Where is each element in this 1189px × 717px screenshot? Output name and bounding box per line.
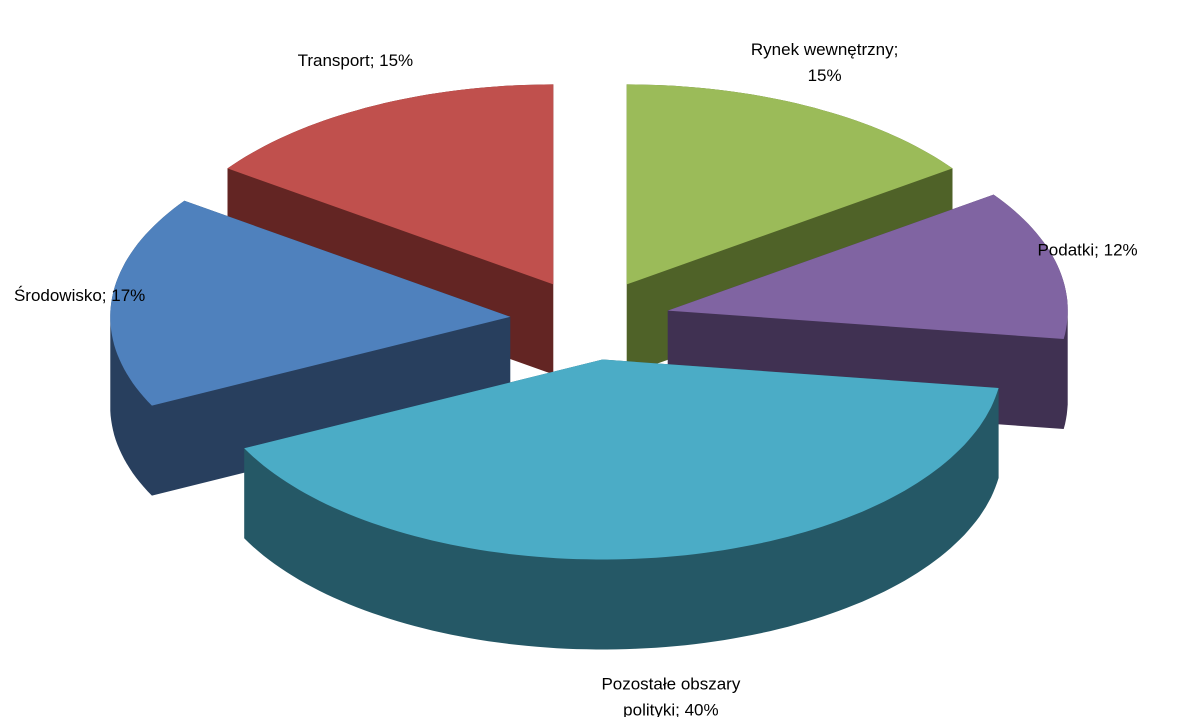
data-label-line: Rynek wewnętrzny; [751,41,898,60]
data-label: Rynek wewnętrzny; 15% [751,41,898,86]
data-label-line: Podatki; 12% [1037,241,1137,260]
data-label-line: Środowisko; 17% [14,287,145,306]
slice [244,359,999,560]
data-label-line: polityki; 40% [623,701,718,717]
data-label: Środowisko; 17% [14,287,145,306]
data-label-line: 15% [808,67,842,86]
slice [626,84,953,285]
data-label: Pozostałe obszary polityki; 40% [601,675,740,717]
slice [227,84,554,285]
slice [667,194,1068,339]
data-label: Podatki; 12% [1037,241,1137,260]
data-label-line: Pozostałe obszary [601,675,740,694]
data-label: Transport; 15% [298,52,414,71]
slice [110,200,511,406]
data-label-line: Transport; 15% [298,52,414,71]
